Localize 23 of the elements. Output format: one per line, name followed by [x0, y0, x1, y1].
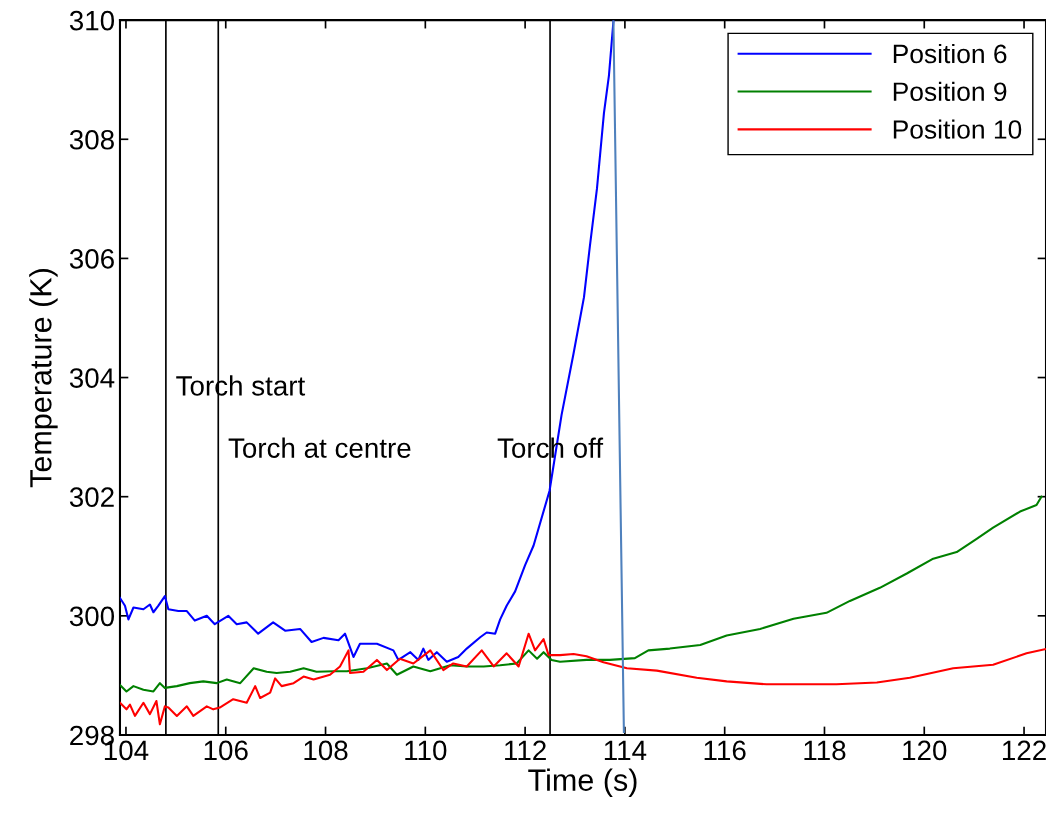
y-tick-label: 300 — [69, 606, 115, 627]
x-tick-label: 108 — [304, 740, 348, 761]
legend-label: Position 6 — [893, 43, 1007, 64]
legend-label: Position 9 — [893, 81, 1007, 102]
y-tick-label: 306 — [69, 249, 114, 269]
x-tick-label: 114 — [604, 740, 647, 760]
ref-line-label: Torch at centre — [228, 437, 411, 458]
legend-label: Position 10 — [893, 119, 1022, 139]
y-axis-title: Temperature (K) — [29, 269, 58, 488]
y-tick-label: 308 — [69, 129, 114, 150]
x-tick-label: 122 — [1002, 740, 1046, 760]
line-series — [119, 632, 1046, 726]
line-series — [119, 495, 1043, 693]
x-tick-label: 110 — [405, 740, 447, 761]
x-tick-label: 116 — [704, 740, 746, 761]
x-tick-label: 120 — [903, 740, 947, 761]
y-tick-label: 302 — [69, 487, 114, 508]
x-tick-label: 118 — [804, 740, 846, 761]
x-tick-label: 106 — [204, 740, 248, 761]
x-axis-title: Time (s) — [528, 768, 637, 797]
x-tick-label: 112 — [505, 740, 546, 760]
y-tick-label: 310 — [69, 10, 115, 31]
y-tick-label: 304 — [69, 368, 115, 388]
